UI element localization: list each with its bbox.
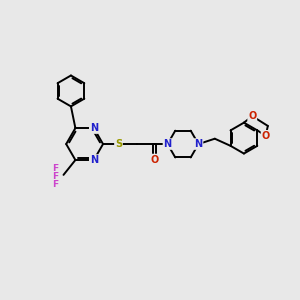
Text: N: N [90, 155, 98, 165]
Text: F: F [52, 172, 59, 182]
Text: O: O [151, 154, 159, 164]
Text: O: O [262, 131, 270, 141]
Text: N: N [164, 139, 172, 149]
Text: N: N [194, 139, 202, 149]
Text: O: O [248, 111, 256, 121]
Text: N: N [90, 123, 98, 133]
Text: F: F [52, 181, 59, 190]
Text: S: S [115, 139, 122, 149]
Text: F: F [52, 164, 59, 173]
